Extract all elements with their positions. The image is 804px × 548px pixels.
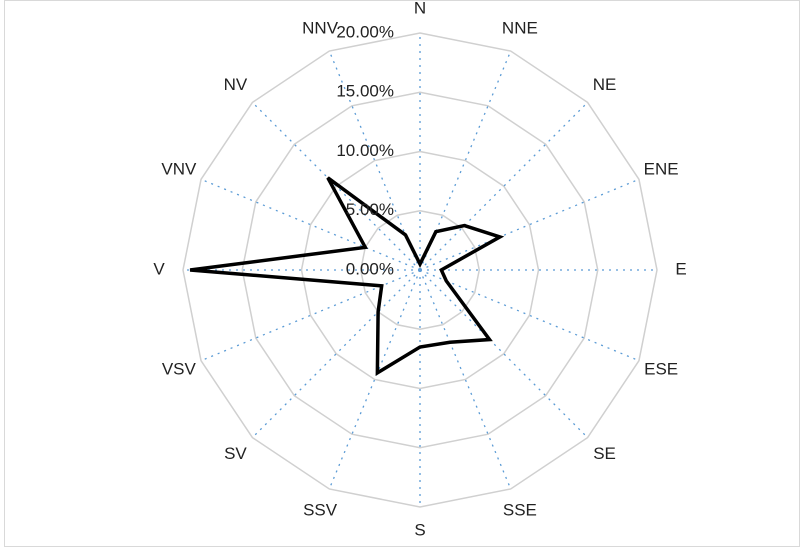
category-label: V bbox=[153, 259, 165, 278]
category-label: SE bbox=[593, 444, 616, 463]
category-label: SSV bbox=[303, 501, 338, 520]
spoke bbox=[251, 101, 421, 271]
spoke bbox=[419, 50, 512, 271]
grid-ring bbox=[182, 32, 658, 508]
y-tick-label: 0.00% bbox=[346, 259, 394, 278]
spoke bbox=[200, 178, 421, 271]
y-tick-label: 5.00% bbox=[346, 200, 394, 219]
y-tick-label: 10.00% bbox=[336, 141, 394, 160]
category-label: NNE bbox=[502, 18, 538, 37]
category-label: VNV bbox=[161, 160, 197, 179]
spoke bbox=[251, 269, 421, 439]
data-line bbox=[189, 176, 505, 377]
labels: N NNE NE ENE E ESE SE SSE S SSV SV VSV V VNV NV NNV 0.00… bbox=[153, 0, 686, 539]
spoke bbox=[419, 269, 512, 490]
grid bbox=[182, 32, 658, 508]
category-label: SV bbox=[224, 444, 247, 463]
category-label: NV bbox=[224, 75, 248, 94]
category-label: VSV bbox=[162, 359, 197, 378]
category-label: NE bbox=[593, 75, 617, 94]
spoke bbox=[419, 269, 640, 362]
category-label: ENE bbox=[644, 160, 679, 179]
y-tick-label: 15.00% bbox=[336, 82, 394, 101]
category-label: ESE bbox=[644, 359, 678, 378]
spoke bbox=[419, 178, 640, 271]
grid-ring bbox=[241, 91, 599, 449]
spoke bbox=[419, 269, 589, 439]
chart-frame bbox=[4, 0, 800, 547]
category-label: N bbox=[414, 0, 426, 17]
spoke bbox=[328, 50, 421, 271]
category-label: NNV bbox=[302, 18, 339, 37]
category-label: E bbox=[675, 259, 686, 278]
spoke bbox=[328, 269, 421, 490]
grid-ring bbox=[359, 209, 481, 331]
marks bbox=[189, 176, 505, 377]
category-label: S bbox=[414, 520, 425, 539]
grid-ring bbox=[300, 150, 540, 390]
category-label: SSE bbox=[503, 501, 537, 520]
spoke bbox=[200, 269, 421, 362]
spoke bbox=[419, 101, 589, 271]
y-tick-label: 20.00% bbox=[336, 22, 394, 41]
